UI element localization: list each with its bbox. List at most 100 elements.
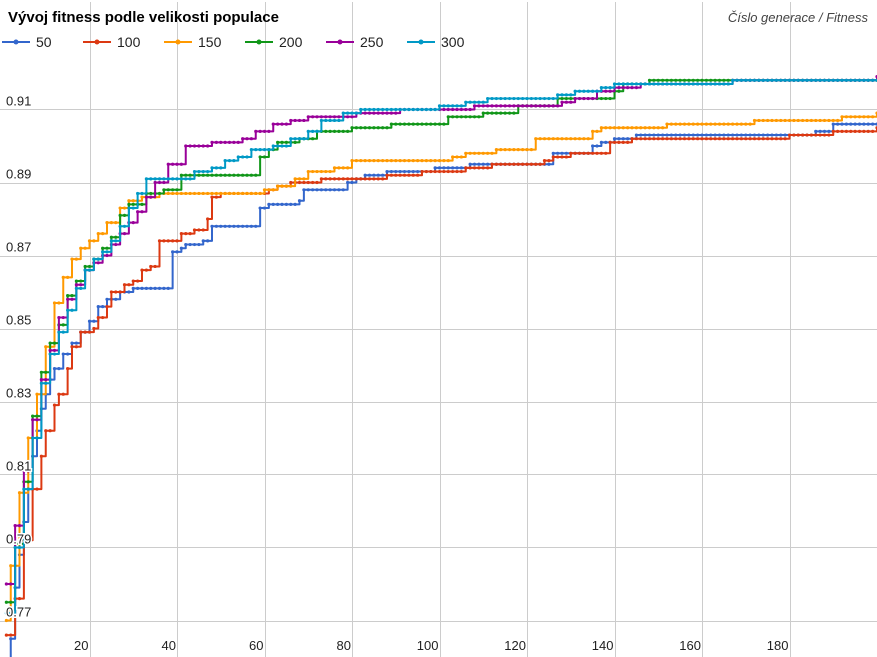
legend-label: 250 [360, 34, 384, 50]
data-point [709, 122, 713, 126]
data-point [332, 177, 337, 181]
data-point [481, 166, 485, 170]
data-point [849, 122, 853, 126]
data-point [140, 286, 144, 290]
data-point [315, 115, 319, 119]
data-point [293, 140, 297, 144]
data-point [197, 242, 201, 247]
series-line-250 [6, 76, 877, 585]
data-point [319, 188, 323, 192]
data-point [831, 118, 835, 123]
data-point [853, 78, 857, 82]
data-point [739, 133, 743, 137]
data-point [192, 228, 197, 232]
data-point [96, 315, 100, 320]
data-point [717, 137, 722, 141]
data-point [271, 202, 275, 206]
data-point [144, 286, 148, 290]
data-point [805, 118, 809, 123]
data-point [577, 89, 582, 93]
data-point [547, 162, 551, 166]
data-point [669, 133, 673, 137]
data-point [564, 137, 568, 141]
data-point [83, 264, 87, 269]
data-point [836, 78, 840, 82]
data-point [477, 100, 481, 104]
data-point [192, 144, 197, 148]
x-tick-label: 40 [162, 638, 176, 653]
data-point [459, 115, 463, 119]
data-point [726, 133, 730, 137]
data-point [389, 173, 393, 177]
data-point [507, 162, 512, 166]
data-point [276, 144, 280, 148]
data-point [420, 169, 424, 174]
data-point [206, 169, 210, 174]
data-point [346, 166, 350, 170]
data-point [713, 82, 717, 86]
data-point [328, 188, 332, 192]
data-point [363, 107, 367, 112]
data-point [420, 122, 424, 126]
data-point [682, 82, 687, 86]
data-point [66, 367, 70, 371]
data-point [328, 115, 332, 119]
data-point [241, 137, 245, 141]
data-point [674, 78, 678, 82]
data-point [245, 173, 249, 177]
data-point [608, 140, 612, 144]
data-point [411, 173, 415, 177]
data-point [127, 199, 131, 203]
data-point [717, 78, 722, 82]
data-point [442, 159, 446, 163]
data-point [70, 297, 74, 301]
data-point [57, 392, 61, 396]
data-point [818, 78, 822, 82]
data-point [626, 137, 630, 141]
data-point [363, 159, 367, 163]
data-point [442, 104, 446, 108]
data-point [210, 173, 214, 177]
data-point [184, 173, 188, 177]
data-point [634, 86, 638, 90]
data-point [486, 166, 490, 170]
data-point [516, 148, 520, 152]
data-point [700, 122, 704, 126]
data-point [311, 180, 315, 185]
data-point [227, 191, 232, 196]
data-point [206, 217, 210, 221]
data-point [101, 305, 105, 309]
y-tick-label: 0.77 [6, 605, 31, 620]
data-point [367, 159, 372, 163]
data-point [232, 159, 236, 163]
data-point [44, 429, 48, 433]
data-point [241, 224, 245, 228]
data-point [577, 151, 582, 155]
data-point [319, 118, 323, 123]
data-point [472, 162, 477, 166]
data-point [503, 96, 507, 101]
data-point [503, 104, 507, 108]
data-point [665, 78, 669, 82]
data-point [48, 341, 52, 345]
data-point [385, 107, 389, 112]
data-point [446, 115, 450, 119]
data-point [468, 115, 472, 119]
data-point [643, 126, 647, 130]
x-tick-label: 180 [767, 638, 789, 653]
data-point [201, 173, 205, 177]
data-point [809, 118, 813, 123]
data-point [101, 315, 105, 320]
data-point [385, 126, 389, 130]
data-point [105, 305, 109, 309]
data-point [328, 118, 332, 123]
data-point [293, 177, 297, 181]
data-point [70, 308, 74, 312]
data-point [306, 169, 310, 174]
data-point [516, 104, 520, 108]
data-point [591, 151, 595, 155]
data-point [669, 122, 673, 126]
data-point [455, 104, 459, 108]
data-point [236, 140, 240, 144]
data-point [696, 122, 700, 126]
